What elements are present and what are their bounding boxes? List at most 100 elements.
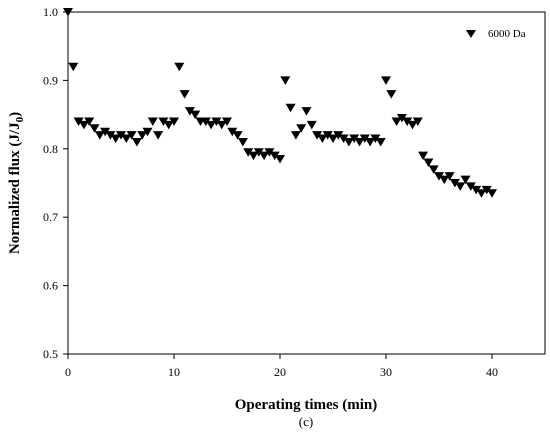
y-tick-label: 1.0	[43, 5, 58, 19]
data-point	[237, 137, 248, 147]
data-point	[471, 185, 482, 195]
y-axis-title-end: )	[7, 112, 23, 117]
data-point	[418, 151, 429, 161]
data-point	[487, 189, 497, 198]
data-point	[455, 182, 466, 191]
x-tick-label: 10	[168, 365, 180, 379]
x-axis-title: Operating times (min)	[235, 397, 377, 413]
data-point	[322, 131, 333, 140]
y-axis-title: Normalized flux (J/J0)	[7, 112, 26, 254]
x-tick-label: 40	[486, 365, 498, 379]
data-point	[100, 127, 111, 137]
data-point	[285, 103, 296, 113]
data-point	[116, 131, 126, 140]
legend-label: 6000 Da	[488, 28, 526, 40]
data-point	[301, 107, 312, 116]
data-point	[428, 165, 439, 174]
y-tick-label: 0.7	[43, 210, 58, 224]
data-point	[338, 134, 349, 144]
data-point	[349, 134, 360, 144]
legend: 6000 Da	[466, 28, 526, 40]
data-point	[153, 131, 164, 140]
data-point	[412, 117, 423, 126]
data-point	[312, 131, 323, 140]
data-point	[407, 120, 418, 130]
data-point	[391, 117, 402, 126]
x-tick-label: 20	[274, 365, 286, 379]
data-point	[264, 148, 275, 157]
data-point	[137, 131, 148, 140]
data-point	[211, 117, 222, 126]
data-point	[248, 151, 259, 161]
data-point	[169, 117, 179, 126]
data-point	[423, 158, 434, 167]
data-point	[105, 131, 116, 140]
data-point	[444, 172, 455, 181]
data-point	[94, 131, 105, 140]
data-point	[386, 90, 397, 99]
y-tick-label: 0.5	[43, 347, 58, 361]
y-axis-title-main: Normalized flux (J/J	[7, 122, 23, 254]
data-point	[179, 90, 190, 99]
data-points	[63, 8, 497, 198]
x-tick-label: 30	[380, 365, 392, 379]
data-point	[449, 179, 460, 188]
data-point	[253, 148, 264, 157]
data-point	[147, 117, 158, 126]
data-point	[365, 137, 376, 147]
data-point	[359, 134, 370, 144]
data-point	[333, 131, 344, 140]
data-point	[269, 151, 280, 161]
data-point	[481, 185, 492, 195]
legend-marker	[466, 30, 476, 38]
data-point	[328, 134, 338, 144]
data-point	[290, 131, 301, 140]
panel-label: (c)	[299, 414, 313, 429]
y-axis-title-subscript: 0	[14, 116, 26, 122]
data-point	[460, 175, 471, 185]
data-point	[280, 76, 291, 85]
data-point	[63, 8, 73, 17]
data-point	[354, 137, 365, 147]
y-tick-label: 0.9	[43, 73, 58, 87]
data-point	[317, 134, 328, 144]
data-point	[243, 148, 254, 157]
data-point	[465, 182, 476, 191]
data-point	[131, 137, 142, 147]
data-point	[73, 117, 84, 126]
data-point	[163, 120, 174, 130]
data-point	[343, 137, 354, 147]
data-point	[375, 137, 386, 147]
data-point	[206, 120, 217, 130]
data-point	[121, 134, 132, 144]
data-point	[259, 151, 270, 161]
data-point	[370, 134, 381, 144]
data-point	[190, 110, 201, 120]
data-point	[158, 117, 169, 126]
data-point	[78, 120, 89, 130]
data-point	[402, 117, 413, 126]
data-point	[439, 175, 450, 185]
data-point	[275, 155, 285, 164]
data-point	[126, 131, 137, 140]
data-point	[89, 124, 100, 133]
data-point	[227, 127, 238, 137]
data-point	[434, 172, 444, 181]
data-point	[110, 134, 121, 144]
x-tick-label: 0	[65, 365, 71, 379]
data-point	[222, 117, 232, 126]
data-point	[142, 127, 153, 137]
data-point	[68, 62, 79, 72]
plot-area	[67, 11, 546, 355]
data-point	[306, 120, 317, 130]
data-point	[200, 117, 211, 126]
data-point	[184, 107, 195, 116]
data-point	[476, 189, 487, 198]
y-axis: 0.5 0.6 0.7 0.8 0.9 1.0	[43, 5, 68, 361]
data-point	[232, 131, 243, 140]
data-point	[174, 62, 185, 72]
data-point	[216, 120, 227, 130]
data-point	[84, 117, 95, 126]
y-tick-label: 0.8	[43, 142, 58, 156]
